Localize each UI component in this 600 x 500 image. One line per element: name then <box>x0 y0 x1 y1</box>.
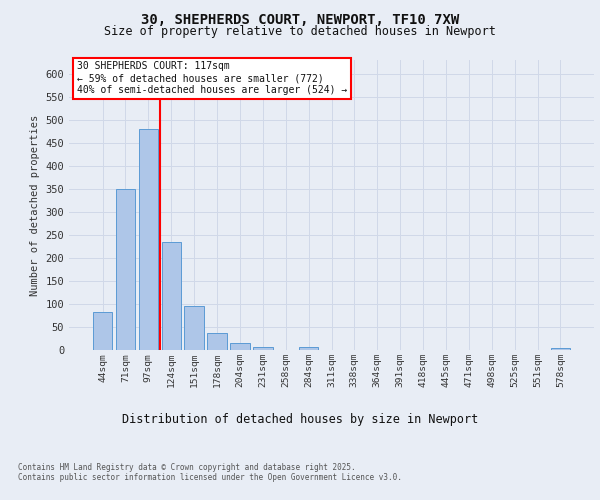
Bar <box>161 242 181 350</box>
Text: 30, SHEPHERDS COURT, NEWPORT, TF10 7XW: 30, SHEPHERDS COURT, NEWPORT, TF10 7XW <box>141 12 459 26</box>
Text: Distribution of detached houses by size in Newport: Distribution of detached houses by size … <box>122 412 478 426</box>
Bar <box>184 306 204 350</box>
Bar <box>93 312 112 350</box>
Bar <box>299 347 319 350</box>
Y-axis label: Number of detached properties: Number of detached properties <box>30 114 40 296</box>
Bar <box>230 342 250 350</box>
Bar <box>208 333 227 350</box>
Text: Size of property relative to detached houses in Newport: Size of property relative to detached ho… <box>104 25 496 38</box>
Bar <box>116 189 135 350</box>
Bar <box>253 347 272 350</box>
Text: Contains public sector information licensed under the Open Government Licence v3: Contains public sector information licen… <box>18 472 402 482</box>
Text: Contains HM Land Registry data © Crown copyright and database right 2025.: Contains HM Land Registry data © Crown c… <box>18 462 356 471</box>
Bar <box>551 348 570 350</box>
Text: 30 SHEPHERDS COURT: 117sqm
← 59% of detached houses are smaller (772)
40% of sem: 30 SHEPHERDS COURT: 117sqm ← 59% of deta… <box>77 62 347 94</box>
Bar <box>139 129 158 350</box>
